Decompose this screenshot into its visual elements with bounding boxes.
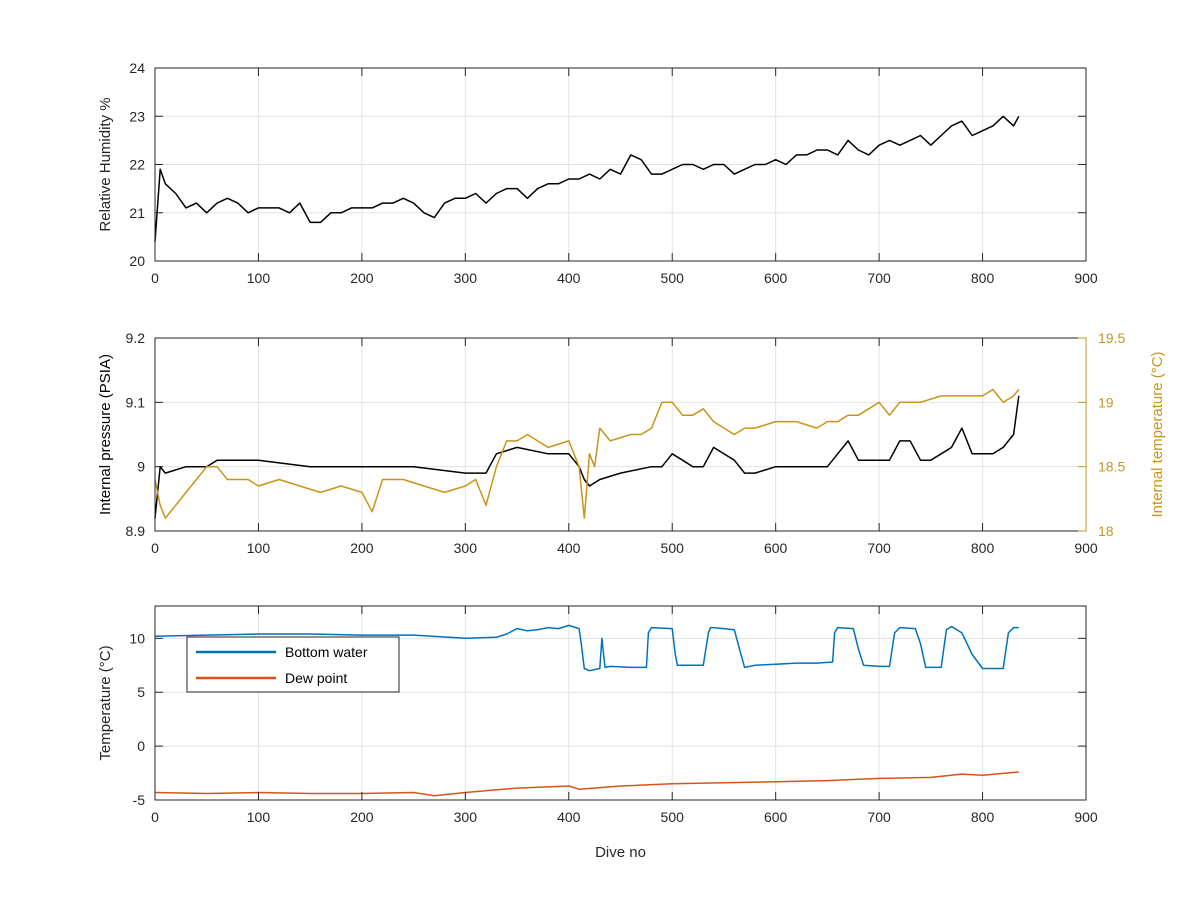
x-tick-label: 400 <box>557 270 581 286</box>
x-tick-label: 100 <box>247 270 271 286</box>
series-line-0 <box>154 624 1019 672</box>
y-tick-label: 20 <box>129 253 145 269</box>
x-tick-label: 500 <box>661 270 685 286</box>
axes-box <box>154 605 1087 801</box>
x-tick-label: 700 <box>867 540 891 556</box>
y-tick-label: 9.2 <box>126 330 146 346</box>
temperature-panel: 0 100 200 300 400 500 600 700 800 900 -5 0 5 10 Temper… <box>97 605 1098 861</box>
x-tick-label: 600 <box>764 270 788 286</box>
x-tick-label: 100 <box>247 540 271 556</box>
y-tick-label: 9.1 <box>126 394 146 410</box>
x-tick-label: 700 <box>867 809 891 825</box>
x-tick-label: 300 <box>454 540 478 556</box>
x-tick-label: 500 <box>661 540 685 556</box>
plot-area <box>155 338 1086 531</box>
x-tick-label: 600 <box>764 540 788 556</box>
y2-tick-label: 18 <box>1098 523 1114 539</box>
legend-box <box>186 636 400 693</box>
x-tick-label: 900 <box>1074 270 1098 286</box>
x-axis-title: Dive no <box>595 844 646 861</box>
x-tick-label: 700 <box>867 270 891 286</box>
x-tick-label: 800 <box>971 540 995 556</box>
x-tick-label: 200 <box>350 809 374 825</box>
y-tick-label: 24 <box>129 60 145 76</box>
x-tick-label: 600 <box>764 809 788 825</box>
x-tick-label: 900 <box>1074 540 1098 556</box>
x-tick-label: 300 <box>454 270 478 286</box>
y-tick-label: 9 <box>137 459 145 475</box>
y-axis-title: Relative Humidity % <box>97 97 114 231</box>
y-tick-label: 5 <box>137 684 145 700</box>
y-axis-title: Temperature (°C) <box>97 645 114 760</box>
series-line-1 <box>154 388 1020 519</box>
y-tick-label: 0 <box>137 738 145 754</box>
y-tick-label: 23 <box>129 108 145 124</box>
x-tick-label: 500 <box>661 809 685 825</box>
x-tick-label: 400 <box>557 540 581 556</box>
legend: Bottom water Dew point <box>186 636 400 693</box>
series-line-1 <box>154 771 1019 797</box>
x-tick-label: 200 <box>350 540 374 556</box>
legend-label: Dew point <box>285 670 347 686</box>
x-tick-label: 200 <box>350 270 374 286</box>
humidity-panel: 0 100 200 300 400 500 600 700 800 900 20 21 22 23 24 Re… <box>97 60 1098 286</box>
y2-tick-label: 19.5 <box>1098 330 1125 346</box>
y-tick-label: 21 <box>129 205 145 221</box>
y2-tick-label: 19 <box>1098 394 1114 410</box>
y-tick-label: 22 <box>129 157 145 173</box>
x-tick-label: 800 <box>971 270 995 286</box>
y-tick-label: 10 <box>129 630 145 646</box>
x-tick-label: 800 <box>971 809 995 825</box>
x-tick-label: 400 <box>557 809 581 825</box>
series-line-0 <box>154 395 1020 519</box>
x-tick-label: 0 <box>151 270 159 286</box>
x-tick-label: 300 <box>454 809 478 825</box>
x-tick-label: 0 <box>151 540 159 556</box>
legend-label: Bottom water <box>285 644 368 660</box>
y-tick-label: 8.9 <box>126 523 146 539</box>
x-tick-label: 900 <box>1074 809 1098 825</box>
pressure-temperature-panel: 0 100 200 300 400 500 600 700 800 900 8.9 9 9.1 9.2 18… <box>97 330 1166 556</box>
y-axis-title: Internal pressure (PSIA) <box>97 354 114 515</box>
series-line-0 <box>154 115 1020 242</box>
x-tick-label: 100 <box>247 809 271 825</box>
y-tick-label: -5 <box>133 792 146 808</box>
x-tick-label: 0 <box>151 809 159 825</box>
y2-tick-label: 18.5 <box>1098 459 1125 475</box>
y2-axis-title: Internal temperature (°C) <box>1149 351 1166 517</box>
